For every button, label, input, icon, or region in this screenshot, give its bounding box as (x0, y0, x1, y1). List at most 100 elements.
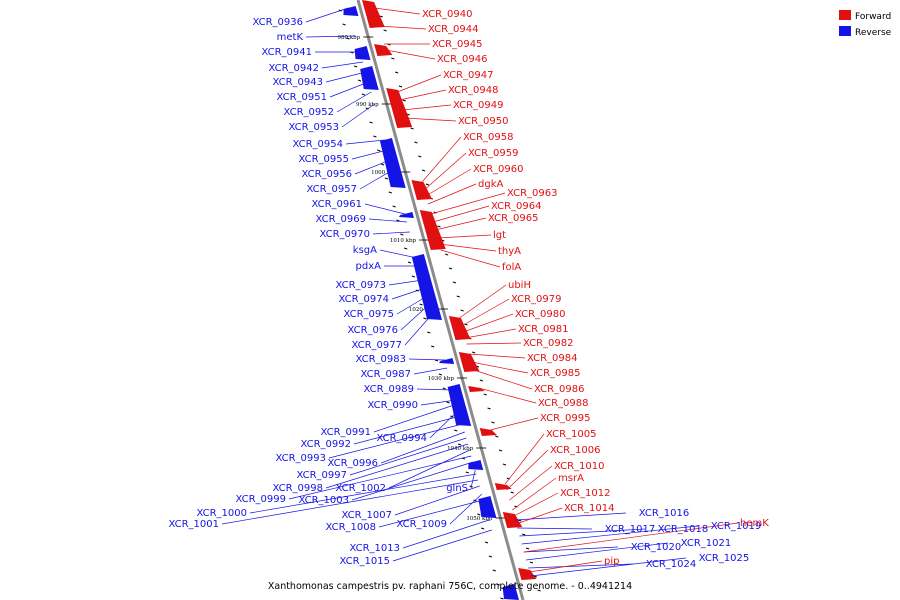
reverse-label-xcr-1019[interactable]: XCR_1019 (711, 521, 762, 532)
forward-label-xcr-0950[interactable]: XCR_0950 (458, 116, 509, 127)
reverse-label-xcr-0994[interactable]: XCR_0994 (376, 433, 427, 444)
reverse-label-xcr-0952[interactable]: XCR_0952 (283, 107, 334, 118)
reverse-label-xcr-1016[interactable]: XCR_1016 (639, 508, 690, 519)
reverse-label-xcr-0991[interactable]: XCR_0991 (320, 427, 371, 438)
forward-gene-block[interactable] (411, 180, 433, 200)
forward-label-xcr-0979[interactable]: XCR_0979 (511, 294, 562, 305)
forward-label-xcr-0947[interactable]: XCR_0947 (443, 70, 494, 81)
reverse-gene-block[interactable] (439, 358, 455, 364)
reverse-label-xcr-1008[interactable]: XCR_1008 (325, 522, 376, 533)
forward-label-xcr-0944[interactable]: XCR_0944 (428, 24, 479, 35)
forward-label-thya[interactable]: thyA (498, 246, 521, 257)
forward-label-xcr-0982[interactable]: XCR_0982 (523, 338, 574, 349)
forward-label-lgt[interactable]: lgt (493, 230, 506, 241)
reverse-label-metk[interactable]: metK (277, 32, 304, 43)
reverse-label-xcr-0993[interactable]: XCR_0993 (275, 453, 326, 464)
forward-label-xcr-0963[interactable]: XCR_0963 (507, 188, 558, 199)
reverse-gene-block[interactable] (411, 254, 442, 320)
reverse-label-xcr-0987[interactable]: XCR_0987 (360, 369, 411, 380)
reverse-label-xcr-0956[interactable]: XCR_0956 (301, 169, 352, 180)
reverse-gene-block[interactable] (502, 584, 519, 600)
reverse-label-xcr-0953[interactable]: XCR_0953 (288, 122, 339, 133)
reverse-label-xcr-0983[interactable]: XCR_0983 (355, 354, 406, 365)
forward-label-xcr-1014[interactable]: XCR_1014 (564, 503, 615, 514)
reverse-label-pdxa[interactable]: pdxA (356, 261, 382, 272)
reverse-label-xcr-0957[interactable]: XCR_0957 (306, 184, 357, 195)
forward-label-xcr-1012[interactable]: XCR_1012 (560, 488, 611, 499)
reverse-label-xcr-0951[interactable]: XCR_0951 (276, 92, 327, 103)
forward-gene-block[interactable] (362, 0, 385, 28)
forward-label-hemk[interactable]: hemK (740, 518, 769, 529)
reverse-label-xcr-1013[interactable]: XCR_1013 (349, 543, 400, 554)
forward-gene-block[interactable] (518, 568, 537, 580)
reverse-gene-block[interactable] (343, 6, 359, 16)
reverse-label-xcr-1002[interactable]: XCR_1002 (335, 483, 386, 494)
forward-label-xcr-1010[interactable]: XCR_1010 (554, 461, 605, 472)
forward-gene-block[interactable] (479, 428, 497, 436)
reverse-label-xcr-0998[interactable]: XCR_0998 (272, 483, 323, 494)
reverse-label-xcr-0974[interactable]: XCR_0974 (338, 294, 389, 305)
forward-label-xcr-0986[interactable]: XCR_0986 (534, 384, 585, 395)
reverse-label-ksga[interactable]: ksgA (353, 245, 377, 256)
forward-label-xcr-0946[interactable]: XCR_0946 (437, 54, 488, 65)
forward-label-pip[interactable]: pip (604, 556, 619, 567)
forward-gene-block[interactable] (374, 44, 393, 56)
reverse-label-xcr-1020[interactable]: XCR_1020 (631, 542, 682, 553)
forward-label-fola[interactable]: folA (502, 262, 521, 273)
forward-label-xcr-0945[interactable]: XCR_0945 (432, 39, 483, 50)
forward-label-msra[interactable]: msrA (558, 473, 584, 484)
forward-label-xcr-1005[interactable]: XCR_1005 (546, 429, 597, 440)
reverse-label-xcr-1003[interactable]: XCR_1003 (298, 495, 349, 506)
forward-label-xcr-0988[interactable]: XCR_0988 (538, 398, 589, 409)
reverse-label-xcr-0999[interactable]: XCR_0999 (235, 494, 286, 505)
forward-label-xcr-0949[interactable]: XCR_0949 (453, 100, 504, 111)
forward-label-xcr-1006[interactable]: XCR_1006 (550, 445, 601, 456)
forward-label-xcr-0959[interactable]: XCR_0959 (468, 148, 519, 159)
reverse-label-xcr-0942[interactable]: XCR_0942 (268, 63, 319, 74)
reverse-label-xcr-0992[interactable]: XCR_0992 (300, 439, 351, 450)
reverse-label-xcr-0970[interactable]: XCR_0970 (319, 229, 370, 240)
reverse-label-xcr-0955[interactable]: XCR_0955 (298, 154, 349, 165)
forward-label-ubih[interactable]: ubiH (508, 280, 531, 291)
reverse-label-xcr-1000[interactable]: XCR_1000 (196, 508, 247, 519)
reverse-label-xcr-1025[interactable]: XCR_1025 (699, 553, 750, 564)
reverse-label-xcr-1021[interactable]: XCR_1021 (681, 538, 732, 549)
reverse-gene-block[interactable] (398, 212, 414, 218)
reverse-label-xcr-0941[interactable]: XCR_0941 (261, 47, 312, 58)
reverse-gene-block[interactable] (354, 46, 371, 60)
reverse-label-xcr-1018[interactable]: XCR_1018 (658, 524, 709, 535)
forward-label-xcr-0995[interactable]: XCR_0995 (540, 413, 591, 424)
reverse-label-xcr-1001[interactable]: XCR_1001 (168, 519, 219, 530)
forward-gene-block[interactable] (458, 352, 480, 372)
reverse-label-xcr-0990[interactable]: XCR_0990 (367, 400, 418, 411)
reverse-label-xcr-0989[interactable]: XCR_0989 (363, 384, 414, 395)
reverse-label-xcr-0997[interactable]: XCR_0997 (296, 470, 347, 481)
reverse-label-xcr-1009[interactable]: XCR_1009 (396, 519, 447, 530)
reverse-gene-block[interactable] (478, 496, 497, 518)
forward-gene-block[interactable] (502, 512, 523, 528)
reverse-label-xcr-0973[interactable]: XCR_0973 (335, 280, 386, 291)
reverse-label-glns[interactable]: glnS (446, 483, 468, 494)
forward-label-xcr-0940[interactable]: XCR_0940 (422, 9, 473, 20)
reverse-label-xcr-1007[interactable]: XCR_1007 (341, 510, 392, 521)
forward-label-xcr-0958[interactable]: XCR_0958 (463, 132, 514, 143)
reverse-label-xcr-0954[interactable]: XCR_0954 (292, 139, 343, 150)
forward-gene-block[interactable] (448, 316, 471, 340)
reverse-label-xcr-1017[interactable]: XCR_1017 (605, 524, 656, 535)
reverse-gene-block[interactable] (468, 460, 484, 470)
forward-label-xcr-0981[interactable]: XCR_0981 (518, 324, 569, 335)
reverse-label-xcr-0977[interactable]: XCR_0977 (351, 340, 402, 351)
forward-label-xcr-0960[interactable]: XCR_0960 (473, 164, 524, 175)
reverse-gene-block[interactable] (447, 384, 472, 426)
forward-label-xcr-0980[interactable]: XCR_0980 (515, 309, 566, 320)
reverse-label-xcr-0943[interactable]: XCR_0943 (272, 77, 323, 88)
reverse-label-xcr-0961[interactable]: XCR_0961 (311, 199, 362, 210)
reverse-label-xcr-0976[interactable]: XCR_0976 (347, 325, 398, 336)
reverse-label-xcr-0969[interactable]: XCR_0969 (315, 214, 366, 225)
forward-gene-block[interactable] (419, 210, 446, 250)
forward-label-xcr-0948[interactable]: XCR_0948 (448, 85, 499, 96)
forward-label-xcr-0985[interactable]: XCR_0985 (530, 368, 581, 379)
forward-label-xcr-0965[interactable]: XCR_0965 (488, 213, 539, 224)
forward-label-xcr-0984[interactable]: XCR_0984 (527, 353, 578, 364)
forward-gene-block[interactable] (494, 483, 512, 490)
